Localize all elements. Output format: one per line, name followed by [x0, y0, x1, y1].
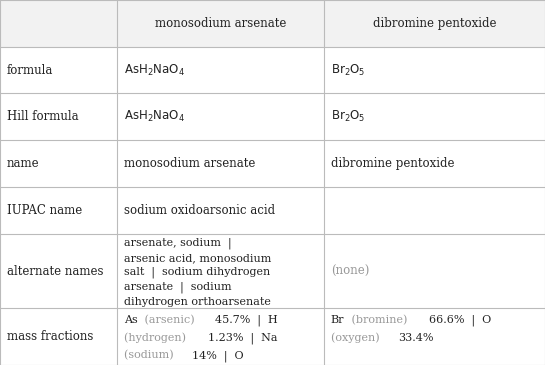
Text: Hill formula: Hill formula: [7, 110, 78, 123]
Text: sodium oxidoarsonic acid: sodium oxidoarsonic acid: [124, 204, 275, 217]
Text: AsH$_2$NaO$_4$: AsH$_2$NaO$_4$: [124, 109, 185, 124]
Text: (hydrogen): (hydrogen): [124, 333, 189, 343]
Text: alternate names: alternate names: [7, 265, 103, 277]
Text: name: name: [7, 157, 39, 170]
Text: IUPAC name: IUPAC name: [7, 204, 82, 217]
Text: arsenate, sodium  |
arsenic acid, monosodium
salt  |  sodium dihydrogen
arsenate: arsenate, sodium | arsenic acid, monosod…: [124, 238, 271, 307]
Text: monosodium arsenate: monosodium arsenate: [124, 157, 255, 170]
Text: dibromine pentoxide: dibromine pentoxide: [373, 17, 496, 30]
Text: 1.23%  |  Na: 1.23% | Na: [208, 333, 278, 344]
Text: monosodium arsenate: monosodium arsenate: [155, 17, 287, 30]
Text: Br$_2$O$_5$: Br$_2$O$_5$: [331, 62, 365, 78]
Text: Br: Br: [331, 315, 344, 325]
Text: 14%  |  O: 14% | O: [192, 350, 244, 362]
Text: (oxygen): (oxygen): [331, 333, 383, 343]
Text: 45.7%  |  H: 45.7% | H: [215, 315, 278, 327]
Text: 66.6%  |  O: 66.6% | O: [429, 315, 492, 327]
Text: dibromine pentoxide: dibromine pentoxide: [331, 157, 455, 170]
Text: As: As: [124, 315, 137, 325]
Text: mass fractions: mass fractions: [7, 330, 93, 343]
Text: (none): (none): [331, 265, 369, 277]
Text: Br$_2$O$_5$: Br$_2$O$_5$: [331, 109, 365, 124]
Polygon shape: [0, 0, 545, 47]
Text: AsH$_2$NaO$_4$: AsH$_2$NaO$_4$: [124, 62, 185, 78]
Text: (bromine): (bromine): [348, 315, 411, 325]
Text: 33.4%: 33.4%: [398, 333, 434, 342]
Text: (arsenic): (arsenic): [142, 315, 198, 325]
Text: formula: formula: [7, 64, 53, 77]
Text: (sodium): (sodium): [124, 350, 177, 360]
